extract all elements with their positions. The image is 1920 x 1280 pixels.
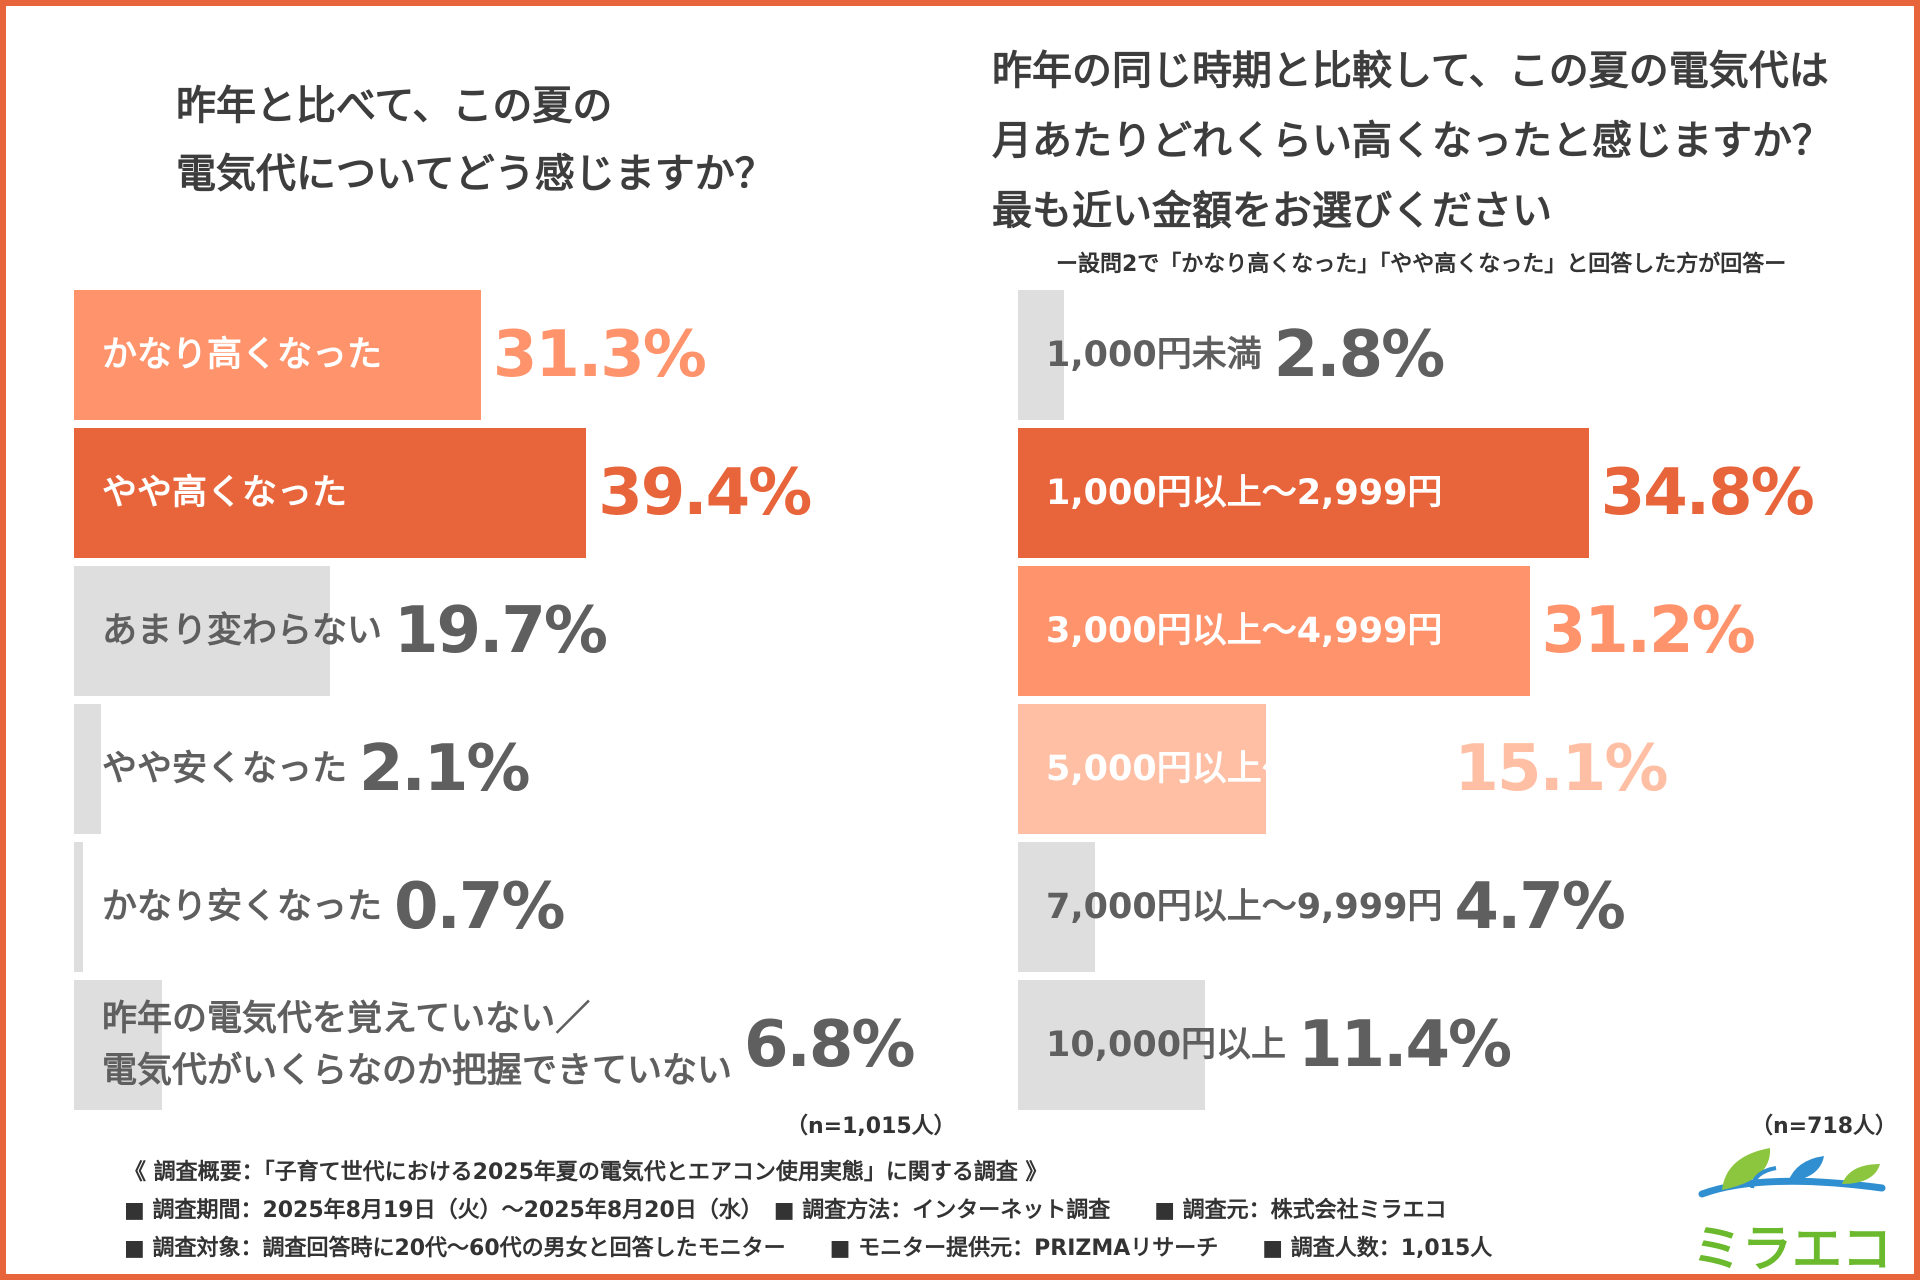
bar-label: 1,000円未満 xyxy=(1046,290,1262,420)
bar-value-label: 2.8% xyxy=(1273,318,1445,392)
bar-row: 10,000円以上 11.4% xyxy=(1018,980,1918,1110)
bar xyxy=(1018,290,1064,420)
right-chart-note: ー設問2で「かなり高くなった」「やや高くなった」と回答した方が回答ー xyxy=(1056,252,1787,277)
left-chart-title: 昨年と比べて、この夏の 電気代についてどう感じますか？ xyxy=(176,72,775,208)
bar-label-line: 1,000円以上〜2,999円 xyxy=(1046,473,1443,513)
bar xyxy=(74,842,84,972)
survey-overview: 《 調査概要：「子育て世代における2025年夏の電気代とエアコン使用実態」に関す… xyxy=(124,1154,1492,1268)
bar-value-label: 11.4% xyxy=(1298,1008,1512,1082)
survey-overview-line-2: ■ 調査期間：2025年8月19日（火）〜2025年8月20日（水） ■ 調査方… xyxy=(124,1198,1447,1223)
leaf-sprout-icon xyxy=(1698,1148,1886,1198)
bar-value-label: 2.1% xyxy=(359,732,530,806)
bar-value-label: 4.7% xyxy=(1454,870,1625,944)
left-title-line-1: 昨年と比べて、この夏の xyxy=(176,83,613,129)
survey-overview-title: 《 調査概要：「子育て世代における2025年夏の電気代とエアコン使用実態」に関す… xyxy=(124,1160,1048,1185)
right-title-line-2: 月あたりどれくらい高くなったと感じますか？ xyxy=(992,118,1832,164)
bar-value-label: 6.8% xyxy=(744,1008,915,1082)
bar-label-line: かなり安くなった xyxy=(102,887,383,927)
bar-label: 3,000円以上〜4,999円 xyxy=(1046,566,1442,696)
bar-value-label: 15.1% xyxy=(1454,732,1668,806)
bar-label: 1,000円以上〜2,999円 xyxy=(1046,428,1442,558)
bar-label: やや高くなった xyxy=(102,428,347,558)
bar-label-line: 7,000円以上〜9,999円 xyxy=(1046,887,1443,927)
bar-row: 1,000円未満 2.8% xyxy=(1018,290,1918,420)
right-bar-chart: 1,000円未満 2.8% 1,000円以上〜2,999円 34.8% 3,000円以上… xyxy=(1018,290,1918,1110)
bar-label: 昨年の電気代を覚えていない／ 電気代がいくらなのか把握できていない xyxy=(102,980,732,1110)
bar-label: 5,000円以上〜6,999円 xyxy=(1046,704,1442,834)
left-sample-size: （n=1,015人） xyxy=(786,1114,956,1139)
bar-value-label: 31.2% xyxy=(1541,594,1756,668)
bar-row: 3,000円以上〜4,999円 31.2% xyxy=(1018,566,1918,696)
bar xyxy=(74,290,481,420)
bar xyxy=(1018,980,1205,1110)
bar-label: 10,000円以上 xyxy=(1046,980,1286,1110)
bar-row: かなり高くなった 31.3% xyxy=(74,290,974,420)
bar-label: かなり高くなった xyxy=(102,290,382,420)
bar-value-label: 0.7% xyxy=(394,870,565,944)
bar-label-line: 1,000円未満 xyxy=(1046,335,1262,375)
bar xyxy=(74,704,102,834)
bar-value-label: 39.4% xyxy=(598,456,812,530)
bar-label-line: やや安くなった xyxy=(102,749,348,789)
right-title-line-3: 最も近い金額をお選びください xyxy=(992,188,1552,234)
bar-label-line: 電気代がいくらなのか把握できていない xyxy=(102,1051,733,1091)
bar xyxy=(74,428,587,558)
bar-label-line: かなり高くなった xyxy=(102,335,383,375)
right-chart-title: 昨年の同じ時期と比較して、この夏の電気代は 月あたりどれくらい高くなったと感じま… xyxy=(992,36,1832,246)
left-bar-chart: かなり高くなった 31.3% やや高くなった 39.4% あまり変わらない 19.7% やや… xyxy=(74,290,974,1110)
bar-label-line: あまり変わらない xyxy=(102,611,383,651)
bar-label-line: 10,000円以上 xyxy=(1046,1025,1287,1065)
bar-row: やや安くなった 2.1% xyxy=(74,704,974,834)
miraeco-logo: ミラエコ xyxy=(1692,1142,1892,1278)
bar-label-line: 5,000円以上〜6,999円 xyxy=(1046,749,1443,789)
right-sample-size: （n=718人） xyxy=(1751,1114,1898,1139)
logo-text: ミラエコ xyxy=(1692,1220,1892,1276)
bar-row: あまり変わらない 19.7% xyxy=(74,566,974,696)
bar-row: 5,000円以上〜6,999円 15.1% xyxy=(1018,704,1918,834)
bar-label: 7,000円以上〜9,999円 xyxy=(1046,842,1442,972)
bar-row: かなり安くなった 0.7% xyxy=(74,842,974,972)
bar-row: 1,000円以上〜2,999円 34.8% xyxy=(1018,428,1918,558)
bar xyxy=(1018,842,1096,972)
bar-value-label: 31.3% xyxy=(492,318,707,392)
bar-label-line: やや高くなった xyxy=(102,473,348,513)
logo-wordmark: ミラエコ xyxy=(1692,1220,1892,1278)
bar-value-label: 19.7% xyxy=(394,594,608,668)
bar xyxy=(1018,428,1589,558)
left-title-line-2: 電気代についてどう感じますか？ xyxy=(176,151,775,197)
bar-row: やや高くなった 39.4% xyxy=(74,428,974,558)
bar-value-label: 34.8% xyxy=(1600,456,1815,530)
bar-label: かなり安くなった xyxy=(102,842,382,972)
bar xyxy=(74,566,331,696)
bar-label: やや安くなった xyxy=(102,704,347,834)
bar xyxy=(1018,566,1530,696)
bar-row: 昨年の電気代を覚えていない／ 電気代がいくらなのか把握できていない 6.8% xyxy=(74,980,974,1110)
right-title-line-1: 昨年の同じ時期と比較して、この夏の電気代は xyxy=(992,48,1829,94)
bar-label: あまり変わらない xyxy=(102,566,382,696)
survey-overview-line-3: ■ 調査対象：調査回答時に20代〜60代の男女と回答したモニター ■ モニター提… xyxy=(124,1236,1493,1261)
bar-label-line: 3,000円以上〜4,999円 xyxy=(1046,611,1443,651)
bar xyxy=(74,980,163,1110)
bar-label-line: 昨年の電気代を覚えていない／ xyxy=(102,999,591,1039)
bar xyxy=(1018,704,1266,834)
bar-row: 7,000円以上〜9,999円 4.7% xyxy=(1018,842,1918,972)
